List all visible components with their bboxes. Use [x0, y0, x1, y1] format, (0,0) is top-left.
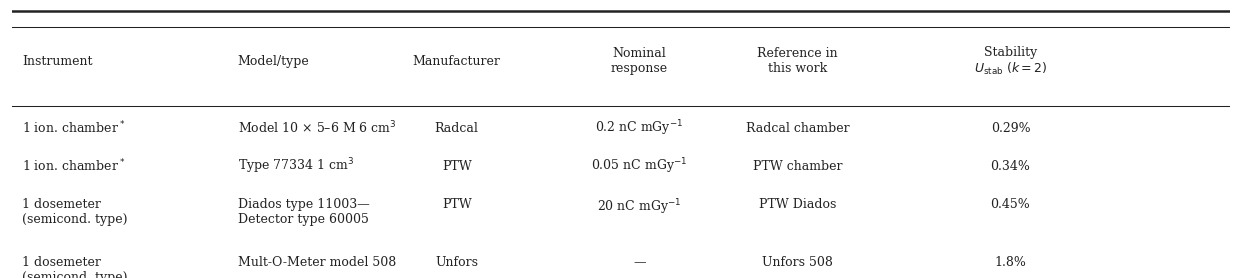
Text: Diados type 11003—
Detector type 60005: Diados type 11003— Detector type 60005 [237, 198, 369, 225]
Text: 0.29%: 0.29% [991, 121, 1031, 135]
Text: 0.05 nC mGy$^{-1}$: 0.05 nC mGy$^{-1}$ [591, 157, 688, 176]
Text: PTW chamber: PTW chamber [753, 160, 842, 173]
Text: PTW Diados: PTW Diados [759, 198, 836, 210]
Text: Manufacturer: Manufacturer [412, 55, 501, 68]
Text: Mult-O-Meter model 508: Mult-O-Meter model 508 [237, 256, 396, 269]
Text: Nominal
response: Nominal response [611, 47, 668, 75]
Text: Stability
$U_{\mathrm{stab}}$ $(k=2)$: Stability $U_{\mathrm{stab}}$ $(k=2)$ [974, 46, 1047, 77]
Text: Unfors 508: Unfors 508 [763, 256, 833, 269]
Text: 0.2 nC mGy$^{-1}$: 0.2 nC mGy$^{-1}$ [595, 118, 683, 138]
Text: Type 77334 1 cm$^3$: Type 77334 1 cm$^3$ [237, 157, 354, 176]
Text: Radcal chamber: Radcal chamber [745, 121, 850, 135]
Text: PTW: PTW [442, 198, 472, 210]
Text: 20 nC mGy$^{-1}$: 20 nC mGy$^{-1}$ [597, 198, 682, 217]
Text: PTW: PTW [442, 160, 472, 173]
Text: Reference in
this work: Reference in this work [758, 47, 838, 75]
Text: Radcal: Radcal [435, 121, 478, 135]
Text: Model 10 × 5–6 M 6 cm$^3$: Model 10 × 5–6 M 6 cm$^3$ [237, 120, 396, 136]
Text: 0.34%: 0.34% [991, 160, 1031, 173]
Text: Instrument: Instrument [22, 55, 93, 68]
Text: 1.8%: 1.8% [995, 256, 1026, 269]
Text: 1 dosemeter
(semicond. type): 1 dosemeter (semicond. type) [22, 198, 128, 225]
Text: 1 ion. chamber$^*$: 1 ion. chamber$^*$ [22, 120, 125, 136]
Text: Model/type: Model/type [237, 55, 309, 68]
Text: —: — [633, 256, 646, 269]
Text: 1 dosemeter
(semicond. type): 1 dosemeter (semicond. type) [22, 256, 128, 278]
Text: 1 ion. chamber$^*$: 1 ion. chamber$^*$ [22, 158, 125, 175]
Text: Unfors: Unfors [435, 256, 478, 269]
Text: 0.45%: 0.45% [991, 198, 1031, 210]
